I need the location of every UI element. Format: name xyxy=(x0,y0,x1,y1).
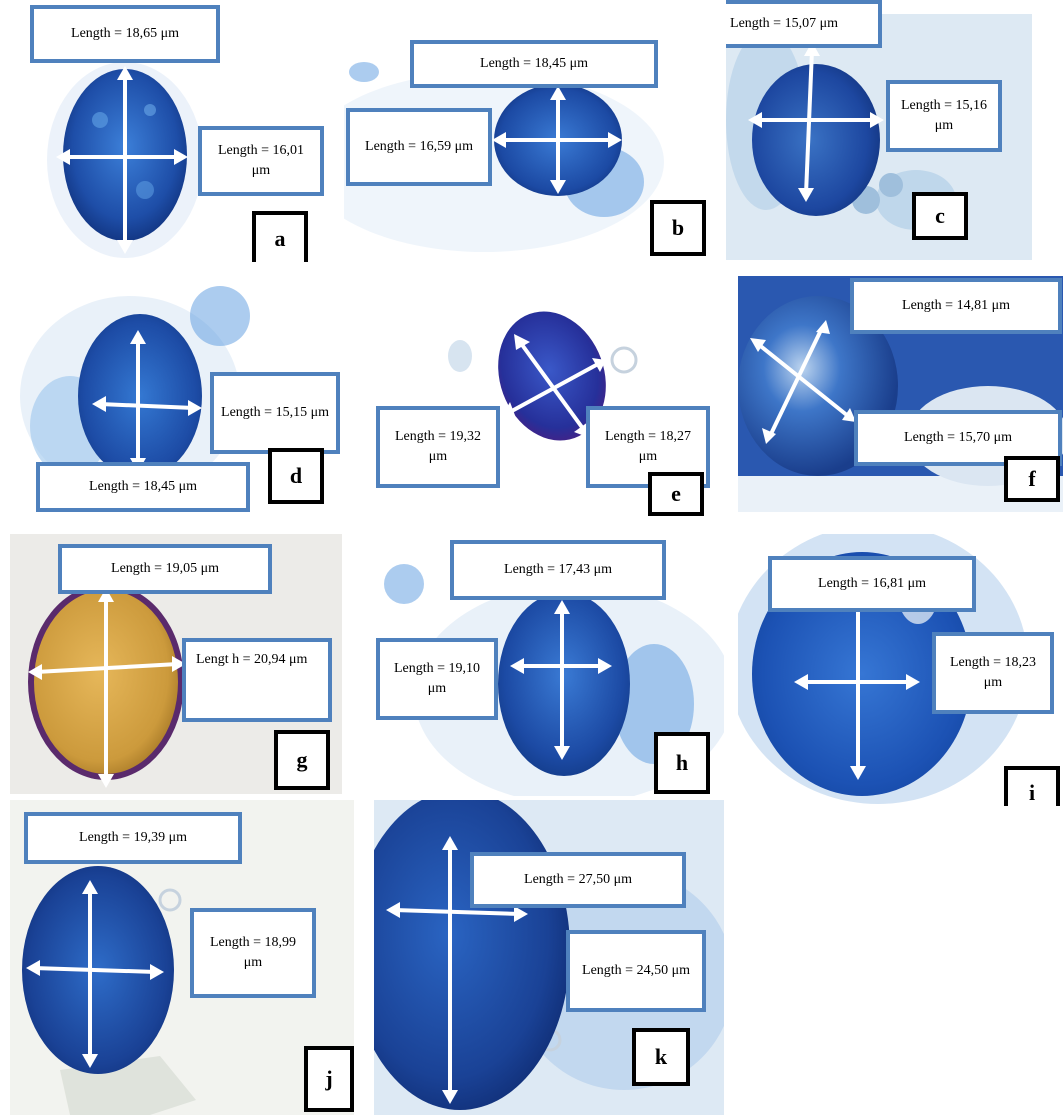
panel-letter-k: k xyxy=(632,1028,690,1086)
micrograph-panel-a: Length = 18,65 μm Length = 16,01 μm a xyxy=(20,0,330,262)
panel-letter-b: b xyxy=(650,200,706,256)
micrograph-panel-c: Length = 15,07 μm Length = 15,16 μm c xyxy=(726,0,1032,260)
panel-letter-j: j xyxy=(304,1046,354,1112)
length-label-horizontal-g: Lengt h = 20,94 μm xyxy=(182,638,332,722)
length-label-horizontal-d: Length = 15,15 μm xyxy=(210,372,340,454)
micrograph-panel-k: Length = 27,50 μm Length = 24,50 μm k xyxy=(374,800,724,1115)
length-label-vertical-k: Length = 27,50 μm xyxy=(470,852,686,908)
micrograph-panel-f: Length = 14,81 μm Length = 15,70 μm f xyxy=(738,276,1063,512)
length-label-horizontal-h: Length = 19,10 μm xyxy=(376,638,498,720)
pollen-grain-d xyxy=(20,286,250,496)
pollen-grain-a xyxy=(47,62,203,258)
micrograph-panel-b: Length = 18,45 μm Length = 16,59 μm b xyxy=(344,32,724,258)
pollen-grain-e xyxy=(448,311,638,441)
micrograph-panel-d: Length = 15,15 μm Length = 18,45 μm d xyxy=(10,276,340,516)
micrograph-panel-i: Length = 16,81 μm Length = 18,23 μm i xyxy=(738,534,1063,806)
length-label-vertical-g: Length = 19,05 μm xyxy=(58,544,272,594)
length-label-vertical-c: Length = 15,07 μm xyxy=(726,0,882,48)
micrograph-panel-g: Length = 19,05 μm Lengt h = 20,94 μm g xyxy=(10,534,342,794)
length-label-horizontal-k: Length = 24,50 μm xyxy=(566,930,706,1012)
length-label-vertical-d: Length = 18,45 μm xyxy=(36,462,250,512)
micrograph-panel-e: Length = 19,32 μm Length = 18,27 μm e xyxy=(370,276,720,516)
panel-letter-e: e xyxy=(648,472,704,516)
pollen-grain-h xyxy=(384,564,724,796)
length-label-horizontal-i: Length = 18,23 μm xyxy=(932,632,1054,714)
panel-letter-a: a xyxy=(252,211,308,262)
panel-letter-h: h xyxy=(654,732,710,794)
length-label-horizontal-a: Length = 16,01 μm xyxy=(198,126,324,196)
length-label-vertical-b: Length = 18,45 μm xyxy=(410,40,658,88)
length-label-vertical-h: Length = 17,43 μm xyxy=(450,540,666,600)
panel-letter-i: i xyxy=(1004,766,1060,806)
length-label-diagonal-1-e: Length = 19,32 μm xyxy=(376,406,500,488)
micrograph-panel-j: Length = 19,39 μm Length = 18,99 μm j xyxy=(10,800,354,1115)
length-label-diagonal-1-f: Length = 14,81 μm xyxy=(850,278,1062,334)
length-label-vertical-a: Length = 18,65 μm xyxy=(30,5,220,63)
length-label-horizontal-c: Length = 15,16 μm xyxy=(886,80,1002,152)
length-label-horizontal-j: Length = 18,99 μm xyxy=(190,908,316,998)
micrograph-panel-h: Length = 17,43 μm Length = 19,10 μm h xyxy=(374,534,724,796)
panel-letter-f: f xyxy=(1004,456,1060,502)
length-label-vertical-j: Length = 19,39 μm xyxy=(24,812,242,864)
length-label-vertical-i: Length = 16,81 μm xyxy=(768,556,976,612)
panel-letter-g: g xyxy=(274,730,330,790)
panel-letter-d: d xyxy=(268,448,324,504)
panel-letter-c: c xyxy=(912,192,968,240)
length-label-horizontal-b: Length = 16,59 μm xyxy=(346,108,492,186)
